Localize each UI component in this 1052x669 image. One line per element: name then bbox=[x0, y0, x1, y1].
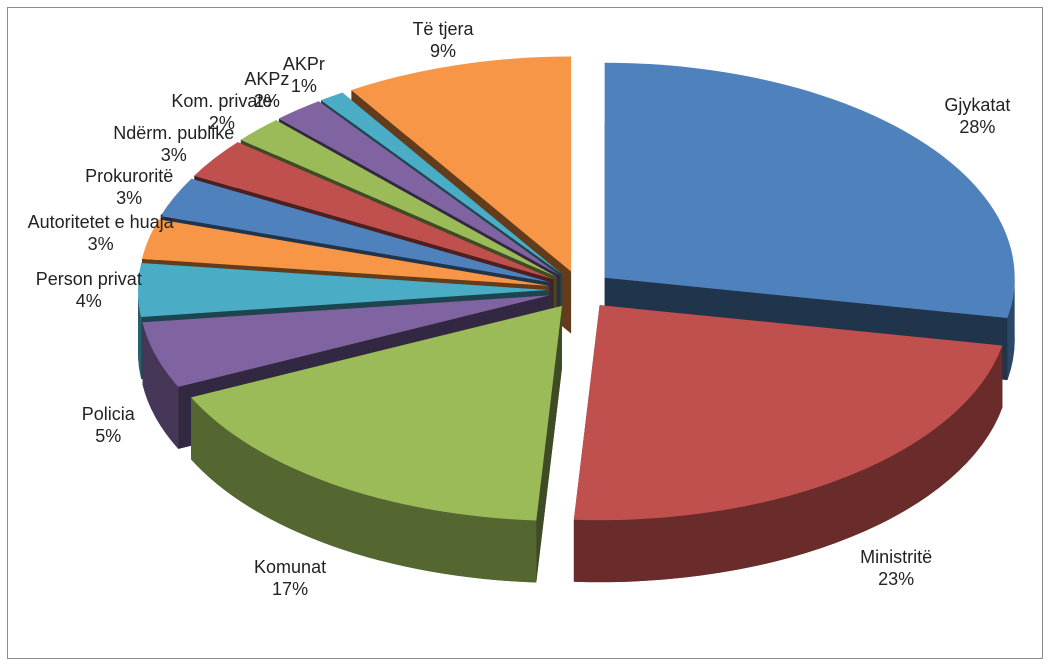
value-label: 5% bbox=[95, 425, 122, 446]
slice-label: Komunat 17% bbox=[215, 556, 365, 600]
value-label: 2% bbox=[208, 113, 235, 134]
slice-side bbox=[142, 322, 179, 449]
value-label: 1% bbox=[290, 75, 317, 96]
slice bbox=[137, 263, 548, 317]
value-label: 3% bbox=[87, 234, 114, 255]
value-label: 9% bbox=[429, 41, 456, 62]
slice-label: Person privat 4% bbox=[14, 268, 164, 312]
slice bbox=[142, 295, 550, 387]
slice bbox=[604, 62, 1015, 319]
slice-label: Policia 5% bbox=[33, 403, 183, 447]
slice bbox=[240, 120, 557, 277]
category-label: Ministritë bbox=[860, 546, 933, 567]
slice-label: Ndërm. publike 3% bbox=[99, 122, 249, 166]
category-label: Prokuroritë bbox=[85, 165, 174, 186]
slice-label: AKPr 1% bbox=[229, 53, 379, 97]
category-label: Gjykatat bbox=[944, 95, 1011, 116]
category-label: Policia bbox=[81, 403, 135, 424]
value-label: 4% bbox=[75, 291, 102, 311]
slice bbox=[142, 219, 549, 286]
value-label: 17% bbox=[272, 578, 309, 599]
value-label: 3% bbox=[116, 187, 143, 208]
slice bbox=[191, 305, 563, 521]
value-label: 23% bbox=[878, 568, 915, 589]
slice-side bbox=[1007, 277, 1015, 381]
slice-label: Autoritetet e huaja 3% bbox=[26, 211, 176, 255]
category-label: Autoritetet e huaja bbox=[27, 212, 174, 233]
slice bbox=[573, 305, 1003, 521]
category-label: Të tjera bbox=[412, 19, 474, 40]
category-label: Komunat bbox=[254, 556, 327, 577]
slice bbox=[321, 92, 563, 275]
slice-side bbox=[573, 345, 1003, 583]
chart-frame bbox=[7, 7, 1043, 659]
value-label: 28% bbox=[959, 117, 996, 138]
slice-label: Kom. private 2% bbox=[147, 90, 297, 134]
value-label: 3% bbox=[160, 144, 187, 165]
category-label: Ndërm. publike bbox=[113, 122, 235, 143]
category-label: AKPr bbox=[282, 53, 325, 74]
slice-label: Ministritë 23% bbox=[821, 546, 971, 590]
slice bbox=[351, 56, 572, 272]
slice-label: AKPz 2% bbox=[192, 68, 342, 112]
slice-side bbox=[138, 290, 142, 379]
slice-label: Gjykatat 28% bbox=[902, 94, 1052, 138]
slice-label: Të tjera 9% bbox=[368, 18, 518, 62]
slice-wall bbox=[536, 305, 563, 583]
slice-side bbox=[191, 397, 537, 583]
category-label: Person privat bbox=[35, 269, 142, 289]
category-label: AKPz bbox=[244, 68, 290, 89]
slice bbox=[160, 178, 551, 283]
slice bbox=[278, 101, 560, 276]
value-label: 2% bbox=[253, 90, 280, 111]
category-label: Kom. private bbox=[171, 91, 273, 112]
slice-label: Prokuroritë 3% bbox=[54, 165, 204, 209]
slice bbox=[194, 142, 554, 280]
